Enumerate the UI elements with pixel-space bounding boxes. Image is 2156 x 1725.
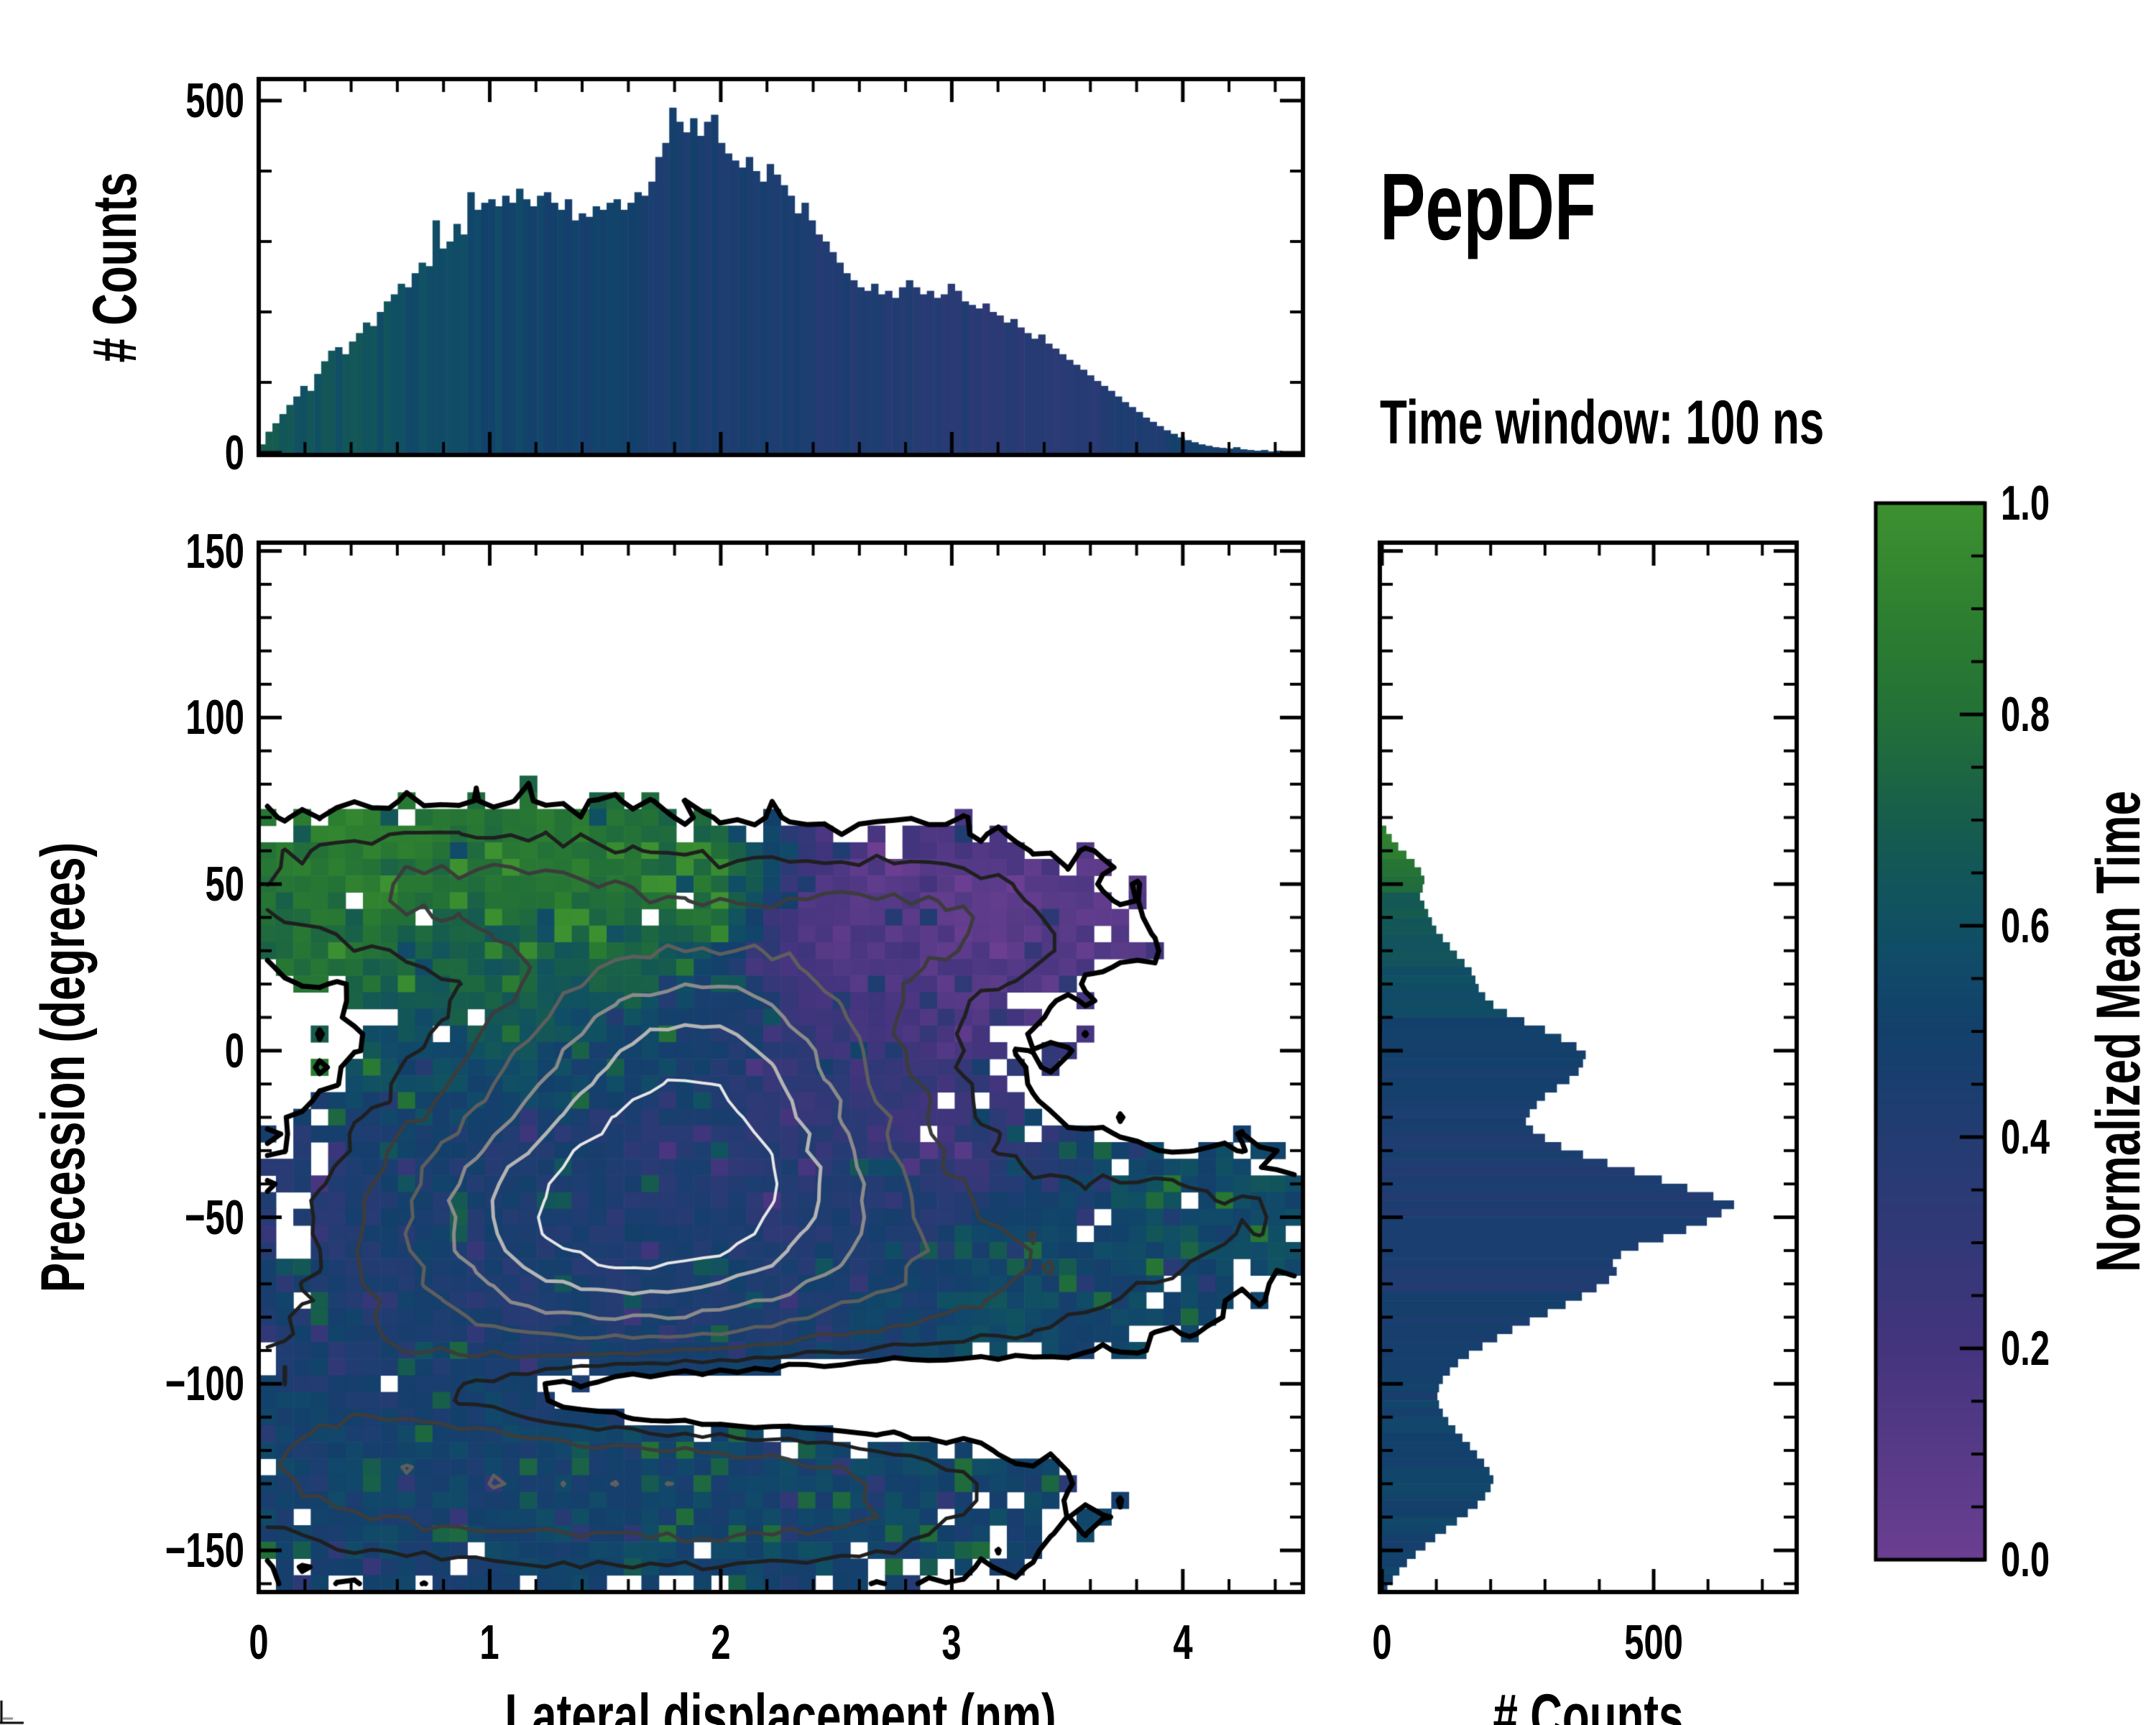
main-ytick: 100 xyxy=(185,690,244,745)
colorbar-tick: 0.0 xyxy=(2001,1532,2050,1587)
main-xtick: 2 xyxy=(711,1615,731,1670)
main-ytick: 50 xyxy=(205,857,244,912)
right-hist-xlabel: # Counts xyxy=(1493,1682,1684,1725)
main-xtick: 4 xyxy=(1173,1615,1193,1670)
colorbar-label: Normalized Mean Time xyxy=(2084,791,2153,1272)
main-xtick: 1 xyxy=(479,1615,500,1670)
figure-subtitle: Time window: 100 ns xyxy=(1380,388,1825,457)
main-ytick: −100 xyxy=(165,1356,244,1412)
main-ytick: −150 xyxy=(165,1523,244,1578)
top-hist-ytick: 0 xyxy=(224,426,244,480)
main-xtick: 3 xyxy=(941,1615,962,1670)
colorbar-tick: 0.8 xyxy=(2001,687,2050,742)
main-ytick: 0 xyxy=(224,1023,244,1078)
colorbar-tick: 1.0 xyxy=(2001,476,2050,530)
colorbar-tick: 0.4 xyxy=(2001,1110,2050,1164)
main-xlabel: Lateral displacement (nm) xyxy=(505,1682,1056,1725)
colorbar-tick: 0.6 xyxy=(2001,898,2050,953)
main-xtick: 0 xyxy=(249,1615,269,1670)
top-hist-ylabel: # Counts xyxy=(80,172,149,363)
main-ytick: −50 xyxy=(184,1190,244,1245)
right-hist-xtick: 0 xyxy=(1372,1615,1392,1670)
figure-title: PepDF xyxy=(1380,154,1596,259)
colorbar-tick: 0.2 xyxy=(2001,1321,2050,1376)
right-hist-xtick: 500 xyxy=(1624,1615,1683,1670)
main-ylabel: Precession (degrees) xyxy=(29,842,98,1293)
top-hist-ytick: 500 xyxy=(185,73,244,128)
main-ytick: 150 xyxy=(185,523,244,579)
